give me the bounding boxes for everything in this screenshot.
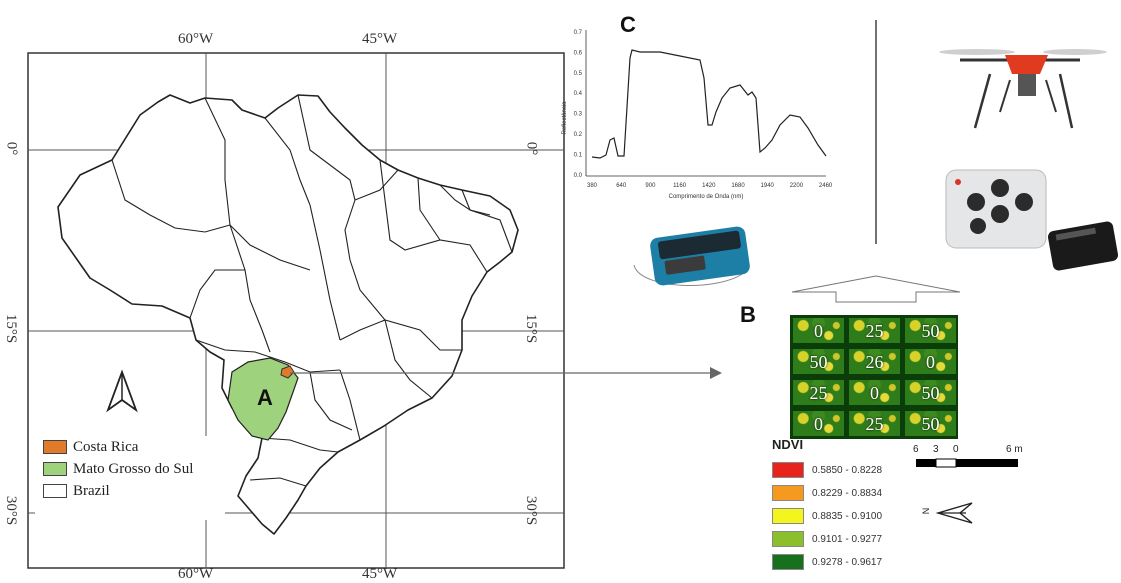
plot-cell: 25	[791, 378, 846, 407]
scale-label: 6	[913, 444, 919, 455]
plot-cell: 25	[847, 409, 902, 438]
ndvi-class-label: 0.9278 - 0.9617	[812, 556, 883, 568]
legend-label: Costa Rica	[73, 438, 139, 455]
pointer-arrowhead	[710, 367, 722, 379]
ndvi-class: 0.9278 - 0.9617	[772, 554, 882, 570]
ndvi-class: 0.8835 - 0.9100	[772, 508, 882, 524]
ndvi-class-label: 0.9101 - 0.9277	[812, 533, 883, 545]
legend-item-costa-rica: Costa Rica	[43, 438, 138, 456]
plot-cell: 0	[847, 378, 902, 407]
plot-cell: 50	[903, 316, 958, 345]
spectrum-ytick: 0.5	[574, 71, 583, 77]
compass-north-icon	[935, 502, 973, 524]
ndvi-swatch	[772, 531, 804, 547]
scale-label: 3	[933, 444, 939, 455]
spectrum-ylabel: Reflectância	[562, 101, 568, 135]
spectrum-chart: 0.7 0.6 0.5 0.4 0.3 0.2 0.1 0.0 380 640 900 1160 14…	[562, 30, 833, 200]
brazil-outline	[57, 94, 519, 535]
ndvi-class-label: 0.8229 - 0.8834	[812, 487, 883, 499]
spectrum-xtick: 1160	[673, 183, 687, 189]
spectrum-curve	[591, 49, 827, 159]
spectrum-ytick: 0.7	[574, 30, 583, 36]
ndvi-class: 0.9101 - 0.9277	[772, 531, 882, 547]
spectrum-xtick: 2460	[819, 183, 833, 189]
ndvi-class-label: 0.8835 - 0.9100	[812, 510, 883, 522]
north-arrow-icon	[106, 369, 138, 413]
panel-label-a: A	[257, 385, 273, 410]
plot-grid: 0 25 50 50 26 0 25 0 50 0 25 50	[790, 315, 958, 439]
spectrum-xtick: 1420	[702, 183, 716, 189]
compass-label: N	[920, 507, 931, 515]
coord-left-15s: 15°S	[3, 313, 20, 344]
map-legend: Costa Rica Mato Grosso do Sul Brazil	[35, 436, 225, 520]
spectrum-xtick: 1680	[731, 183, 745, 189]
legend-item-mato-grosso-do-sul: Mato Grosso do Sul	[43, 460, 193, 478]
spectrum-xtick: 640	[616, 183, 627, 189]
ndvi-swatch	[772, 485, 804, 501]
spectrum-xtick: 2200	[790, 183, 804, 189]
scale-bar	[916, 458, 1018, 468]
spectrum-xtick: 1940	[761, 183, 775, 189]
mato-grosso-do-sul	[227, 357, 299, 441]
state-borders	[111, 94, 513, 487]
coord-right-30s: 30°S	[523, 495, 540, 526]
scale-label: 6 m	[1006, 444, 1023, 455]
spectrum-ytick: 0.0	[574, 173, 583, 179]
spectrum-xlabel: Comprimento de Onda (nm)	[669, 194, 744, 200]
legend-swatch	[43, 440, 67, 454]
spectrum-ytick: 0.3	[574, 112, 583, 118]
spectrum-ytick: 0.6	[574, 50, 583, 56]
coord-top-45w: 45°W	[362, 31, 398, 47]
plot-cell: 0	[791, 316, 846, 345]
spectrum-xtick: 900	[645, 183, 656, 189]
panel-label-c: C	[620, 12, 636, 37]
costa-rica-area	[280, 365, 295, 379]
ndvi-class-label: 0.5850 - 0.8228	[812, 464, 883, 476]
coord-bottom-45w: 45°W	[362, 566, 398, 582]
coord-top-60w: 60°W	[178, 31, 214, 47]
map-frame	[27, 52, 565, 569]
panel-label-b: B	[740, 302, 756, 327]
up-arrow-icon	[791, 275, 961, 303]
ndvi-class: 0.8229 - 0.8834	[772, 485, 882, 501]
spectrum-xtick: 380	[587, 183, 598, 189]
legend-item-brazil: Brazil	[43, 482, 110, 500]
ndvi-class: 0.5850 - 0.8228	[772, 462, 882, 478]
legend-label: Mato Grosso do Sul	[73, 460, 194, 477]
ndvi-title: NDVI	[772, 437, 804, 452]
legend-label: Brazil	[73, 482, 110, 499]
spectrum-ytick: 0.4	[574, 91, 583, 97]
multispectral-camera-image	[945, 169, 1119, 271]
coord-right-15s: 15°S	[523, 313, 540, 344]
plot-cell: 50	[791, 347, 846, 376]
coord-left-30s: 30°S	[3, 495, 20, 526]
legend-swatch	[43, 484, 67, 498]
plot-cell: 0	[903, 347, 958, 376]
plot-cell: 50	[903, 409, 958, 438]
plot-cell: 50	[903, 378, 958, 407]
plot-cell: 0	[791, 409, 846, 438]
ndvi-swatch	[772, 508, 804, 524]
plot-cell: 25	[847, 316, 902, 345]
plot-cell: 26	[847, 347, 902, 376]
spectrum-ytick: 0.1	[574, 152, 583, 158]
drone-image	[939, 49, 1107, 129]
ndvi-swatch	[772, 554, 804, 570]
coord-bottom-60w: 60°W	[178, 566, 214, 582]
coord-left-0: 0°	[3, 141, 20, 156]
spectrum-ytick: 0.2	[574, 132, 583, 138]
ndvi-swatch	[772, 462, 804, 478]
spectroradiometer-image	[633, 226, 750, 286]
legend-swatch	[43, 462, 67, 476]
coord-right-0: 0°	[523, 141, 540, 156]
scale-label: 0	[953, 444, 959, 455]
